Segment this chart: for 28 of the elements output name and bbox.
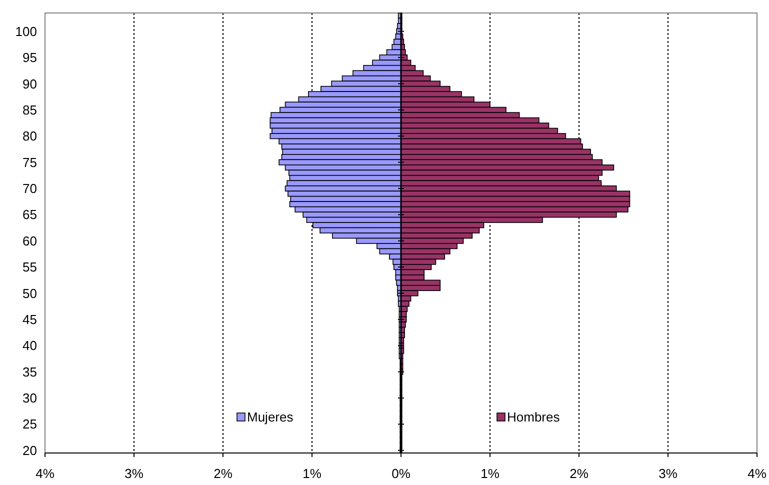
x-tick-label: 0% [392, 466, 411, 481]
y-tick-label: 70 [22, 181, 37, 196]
y-tick-label: 25 [22, 416, 37, 432]
y-tick-label: 60 [22, 233, 37, 248]
x-tick-label: 2% [570, 466, 589, 481]
y-tick-label: 95 [22, 50, 37, 66]
y-tick-label: 65 [22, 207, 37, 222]
y-tick-label: 45 [22, 312, 37, 327]
y-tick-label: 50 [22, 286, 37, 301]
y-tick-label: 55 [22, 260, 37, 275]
x-tick-label: 1% [302, 466, 322, 481]
x-tick-label: 4% [36, 466, 55, 481]
y-tick-label: 100 [15, 24, 37, 39]
y-tick-label: 75 [22, 154, 37, 170]
y-tick-label: 80 [22, 128, 37, 144]
x-tick-label: 2% [214, 466, 233, 481]
y-tick-label: 20 [22, 442, 37, 458]
y-tick-label: 35 [22, 364, 37, 380]
y-tick-label: 90 [22, 76, 37, 92]
x-tick-label: 3% [658, 466, 678, 481]
y-tick-label: 40 [22, 338, 37, 354]
legend-label: Mujeres [247, 410, 294, 425]
x-tick-label: 4% [748, 466, 767, 481]
legend-label: Hombres [507, 410, 560, 425]
x-tick-label: 3% [124, 466, 144, 481]
y-tick-label: 85 [22, 102, 37, 118]
y-tick-label: 30 [22, 390, 37, 406]
x-tick-label: 1% [480, 466, 500, 481]
